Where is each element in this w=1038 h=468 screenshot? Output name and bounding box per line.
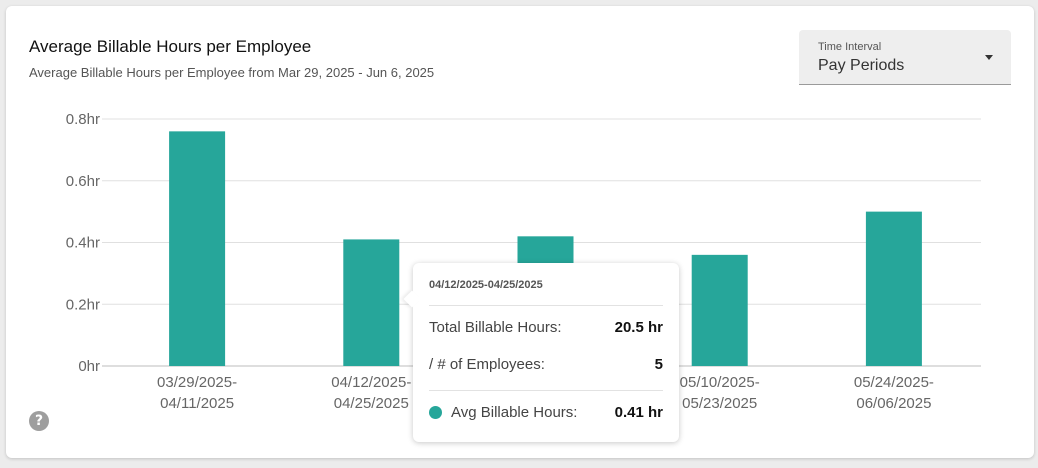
tooltip-employees-label: / # of Employees: (429, 356, 545, 373)
caret-down-icon (985, 55, 993, 60)
chart-title: Average Billable Hours per Employee (29, 37, 312, 56)
tooltip-row-total: Total Billable Hours: 20.5 hr (429, 319, 663, 336)
tooltip-row-avg: Avg Billable Hours: 0.41 hr (429, 404, 663, 421)
x-tick-label: 05/10/2025- (680, 374, 760, 391)
time-interval-value: Pay Periods (818, 57, 905, 74)
tooltip-avg-label: Avg Billable Hours: (451, 404, 578, 421)
tooltip-employees-value: 5 (654, 356, 663, 373)
x-tick-label: 04/12/2025- (331, 374, 411, 391)
tooltip-divider (429, 390, 663, 391)
time-interval-select[interactable]: Time Interval Pay Periods (799, 30, 1011, 85)
bar (691, 254, 748, 366)
bar (169, 131, 226, 366)
tooltip-row-employees: / # of Employees: 5 (429, 356, 663, 373)
x-tick-label: 03/29/2025- (157, 374, 237, 391)
x-tick-label: 05/23/2025 (682, 395, 757, 412)
tooltip-period: 04/12/2025-04/25/2025 (429, 279, 543, 291)
y-tick-label: 0.2hr (66, 296, 100, 313)
help-icon[interactable]: ? (29, 411, 49, 431)
x-tick-label: 04/11/2025 (160, 395, 234, 412)
x-tick-label: 05/24/2025- (854, 374, 934, 391)
y-tick-label: 0.4hr (66, 235, 100, 252)
series-dot-icon (429, 406, 442, 419)
tooltip-avg-value: 0.41 hr (614, 404, 663, 421)
bar (865, 211, 922, 366)
y-tick-label: 0hr (78, 358, 100, 375)
y-tick-label: 0.6hr (66, 173, 100, 190)
x-tick-label: 06/06/2025 (856, 395, 931, 412)
time-interval-label: Time Interval (818, 41, 882, 53)
bar (343, 239, 400, 366)
x-tick-label: 04/25/2025 (334, 395, 409, 412)
tooltip-total-label: Total Billable Hours: (429, 319, 562, 336)
chart-subtitle: Average Billable Hours per Employee from… (29, 65, 435, 80)
tooltip-total-value: 20.5 hr (614, 319, 663, 336)
y-tick-label: 0.8hr (66, 111, 100, 128)
tooltip-divider (429, 305, 663, 306)
chart-tooltip: 04/12/2025-04/25/2025 Total Billable Hou… (403, 263, 679, 442)
